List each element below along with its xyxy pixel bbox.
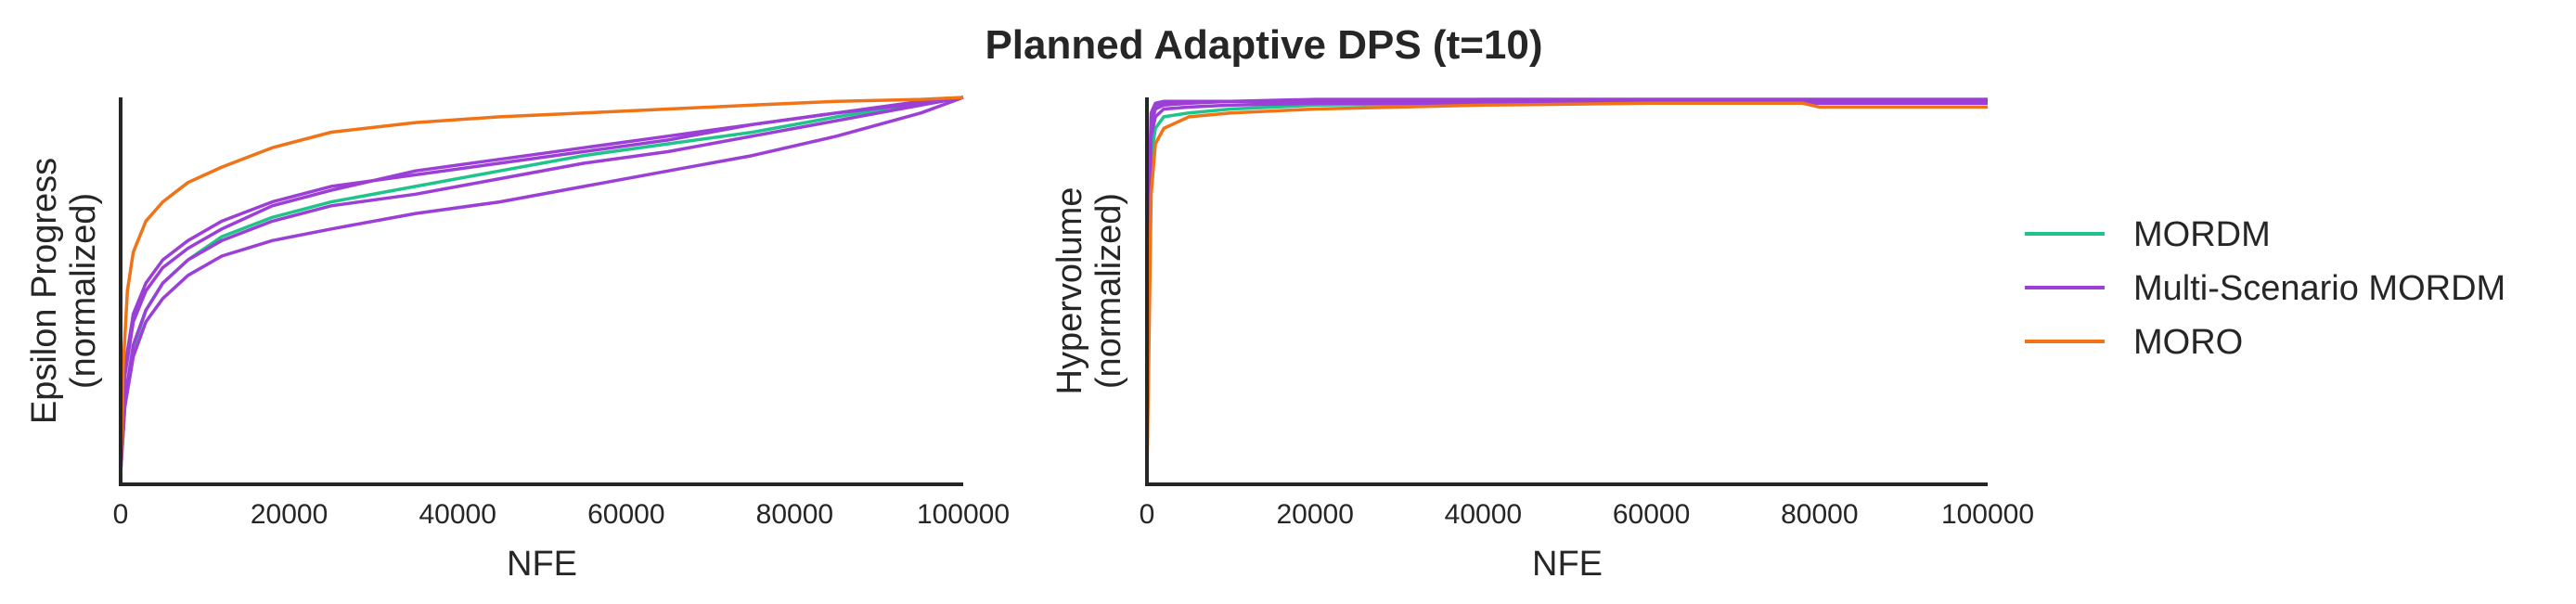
epsilon-y-axis-label: (normalized) [64,193,103,389]
epsilon-series-line-5 [119,96,964,477]
hypervolume-series-line-3 [1145,101,1988,473]
hypervolume-y-axis-label: (normalized) [1089,193,1128,389]
hypervolume-x-tick-label: 20000 [1276,499,1353,530]
hypervolume-series-line-5 [1145,101,1988,477]
hypervolume-series-line-2 [1145,99,1988,473]
hypervolume-y-axis-label: Hypervolume [1050,187,1089,395]
hypervolume-panel: 0 20000 40000 60000 80000 100000 NFE Hypervolum… [1050,97,2034,584]
hypervolume-x-tick-label: 0 [1140,499,1155,530]
epsilon-y-axis-label: Epsilon Progress [25,158,64,424]
epsilon-x-tick-label: 100000 [917,499,1010,530]
hypervolume-series-line-1 [1145,97,1988,473]
figure-title: Planned Adaptive DPS (t=10) [985,22,1542,68]
epsilon-x-tick-label: 40000 [419,499,496,530]
epsilon-x-tick-label: 60000 [587,499,664,530]
epsilon-series-line-3 [119,96,964,469]
legend-label: MORDM [2133,215,2271,254]
epsilon-series-line-1 [119,96,964,466]
hypervolume-series-line-4 [1145,97,1988,473]
hypervolume-x-tick-label: 100000 [1941,499,2034,530]
epsilon-series-line-2 [119,96,964,469]
hypervolume-series-line-0 [1145,99,1988,473]
epsilon-x-tick-label: 80000 [756,499,833,530]
legend-label: Multi-Scenario MORDM [2133,269,2505,308]
hypervolume-x-axis-label: NFE [1532,545,1603,584]
legend: MORDM Multi-Scenario MORDM MORO [2025,215,2505,362]
epsilon-progress-panel: 0 20000 40000 60000 80000 100000 NFE Epsilon Pr… [25,96,1010,584]
epsilon-x-tick-label: 20000 [251,499,328,530]
epsilon-x-axis-label: NFE [507,545,577,584]
legend-label: MORO [2133,323,2243,362]
hypervolume-x-tick-label: 80000 [1781,499,1858,530]
hypervolume-x-tick-label: 60000 [1613,499,1690,530]
hypervolume-x-tick-label: 40000 [1445,499,1522,530]
epsilon-x-tick-label: 0 [113,499,129,530]
epsilon-series-line-4 [119,96,964,473]
